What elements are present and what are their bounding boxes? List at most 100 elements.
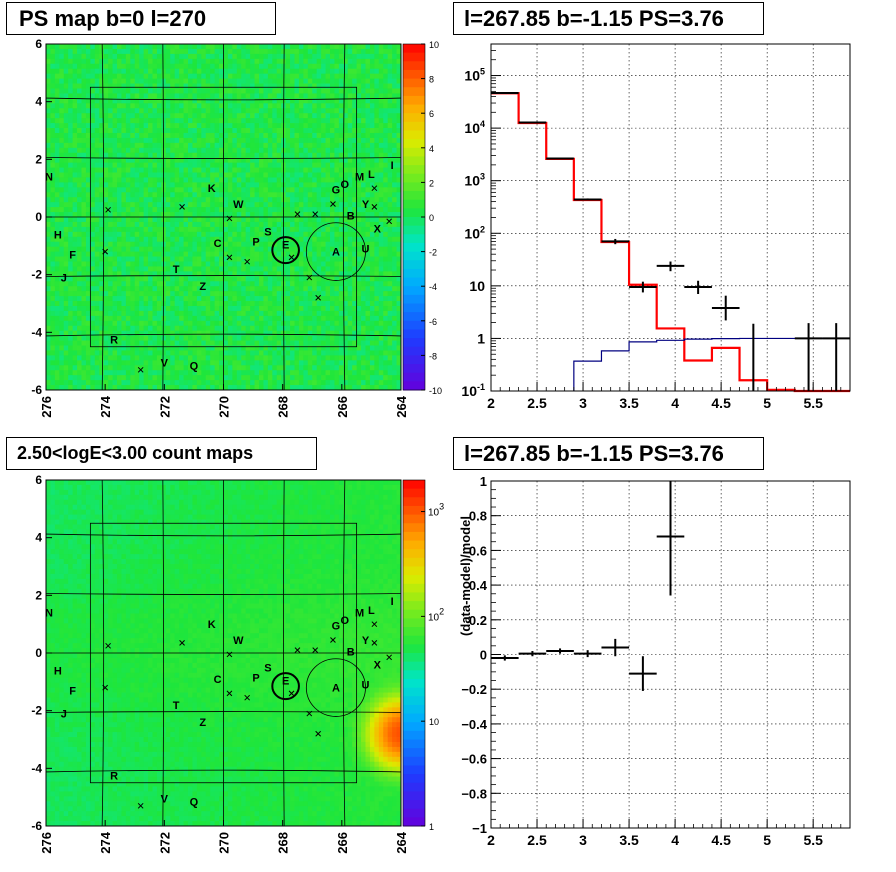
heatmap-cell [50, 118, 56, 124]
heatmap-cell [72, 330, 78, 337]
heatmap-cell [103, 58, 109, 65]
heatmap-cell [334, 335, 340, 341]
heatmap-cell [232, 340, 238, 346]
heatmap-cell [338, 53, 344, 60]
heatmap-cell [72, 132, 78, 139]
heatmap-cell [241, 172, 247, 178]
heatmap-cell [294, 296, 300, 302]
heatmap-cell [179, 301, 184, 307]
heatmap-cell [267, 192, 273, 198]
heatmap-cell [325, 128, 331, 134]
heatmap-cell [294, 325, 300, 332]
heatmap-cell [156, 355, 162, 361]
heatmap-cell [196, 98, 202, 104]
heatmap-cell [245, 246, 251, 252]
heatmap-cell [103, 207, 109, 213]
heatmap-cell [112, 380, 118, 386]
heatmap-cell [245, 365, 251, 371]
heatmap-cell [156, 375, 162, 381]
heatmap-cell [272, 44, 278, 50]
heatmap-cell [334, 251, 340, 257]
heatmap-cell [254, 88, 260, 94]
heatmap-cell [117, 236, 122, 243]
heatmap-cell [236, 310, 242, 317]
heatmap-cell [139, 182, 145, 188]
heatmap-cell [259, 256, 264, 262]
heatmap-cell [267, 93, 273, 99]
heatmap-cell [285, 315, 291, 322]
heatmap-cell [236, 152, 242, 159]
heatmap-cell [356, 88, 362, 94]
heatmap-cell [347, 246, 353, 252]
heatmap-cell [196, 296, 202, 302]
heatmap-cell [254, 375, 260, 381]
heatmap-cell [121, 286, 127, 292]
heatmap-cell [174, 380, 180, 386]
heatmap-cell [307, 345, 313, 351]
heatmap-cell [201, 345, 207, 351]
heatmap-cell [227, 48, 233, 55]
heatmap-cell [179, 365, 184, 371]
heatmap-cell [192, 108, 198, 114]
heatmap-cell [214, 221, 220, 228]
heatmap-cell [312, 63, 318, 70]
heatmap-cell [263, 291, 269, 297]
heatmap-cell [165, 167, 171, 173]
heatmap-cell [161, 380, 167, 386]
heatmap-cell [294, 276, 300, 282]
heatmap-cell [290, 305, 295, 312]
heatmap-cell [356, 315, 362, 322]
heatmap-cell [227, 310, 233, 317]
heatmap-cell [241, 152, 247, 159]
heatmap-cell [77, 83, 82, 89]
heatmap-cell [210, 340, 216, 346]
heatmap-cell [356, 360, 362, 366]
heatmap-cell [125, 370, 131, 376]
heatmap-cell [290, 152, 295, 159]
heatmap-cell [330, 58, 335, 65]
heatmap-cell [312, 167, 318, 173]
heatmap-cell [174, 320, 180, 327]
heatmap-cell [285, 197, 291, 203]
heatmap-cell [356, 132, 362, 139]
heatmap-cell [298, 217, 304, 223]
heatmap-cell [108, 241, 113, 248]
heatmap-cell [179, 345, 184, 351]
heatmap-cell [130, 157, 136, 164]
heatmap-cell [285, 98, 291, 104]
heatmap-cell [99, 296, 105, 302]
heatmap-cell [183, 202, 189, 208]
heatmap-cell [139, 44, 145, 50]
heatmap-cell [241, 370, 247, 376]
heatmap-cell [85, 340, 91, 346]
heatmap-cell [210, 251, 216, 257]
heatmap-cell [316, 98, 322, 104]
heatmap-cell [352, 157, 358, 164]
heatmap-cell [183, 44, 189, 50]
heatmap-cell [276, 340, 282, 346]
heatmap-cell [192, 207, 198, 213]
heatmap-cell [156, 335, 162, 341]
heatmap-cell [356, 335, 362, 341]
heatmap-cell [219, 132, 224, 139]
heatmap-cell [54, 93, 60, 99]
heatmap-cell [267, 132, 273, 139]
heatmap-cell [352, 360, 358, 366]
heatmap-cell [214, 241, 220, 248]
heatmap-cell [161, 325, 167, 332]
heatmap-cell [338, 58, 344, 65]
heatmap-cell [121, 88, 127, 94]
heatmap-cell [152, 192, 158, 198]
heatmap-cell [294, 63, 300, 70]
heatmap-cell [112, 58, 118, 65]
heatmap-cell [165, 226, 171, 233]
heatmap-cell [188, 93, 193, 99]
heatmap-cell [259, 73, 264, 79]
heatmap-cell [321, 310, 326, 317]
heatmap-cell [46, 182, 51, 188]
heatmap-cell [321, 266, 326, 272]
heatmap-cell [325, 93, 331, 99]
heatmap-cell [259, 296, 264, 302]
heatmap-cell [356, 167, 362, 173]
